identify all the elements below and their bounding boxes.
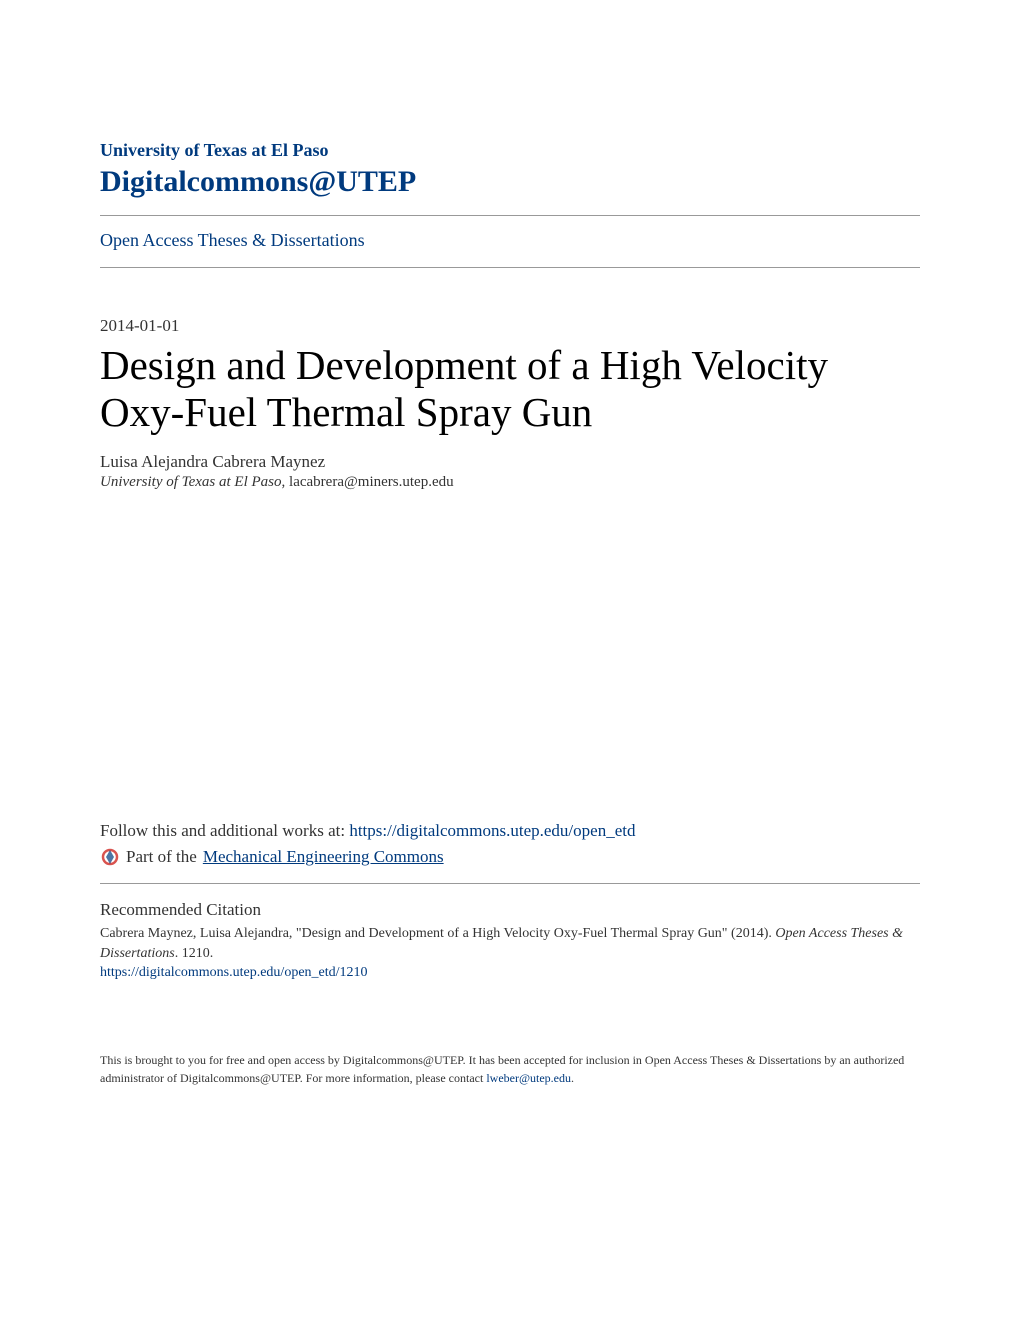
citation-part2: . 1210. (175, 946, 214, 961)
footer-part2: . (571, 1071, 574, 1085)
spacer (100, 491, 920, 821)
header-divider (100, 215, 920, 216)
citation-text: Cabrera Maynez, Luisa Alejandra, "Design… (100, 924, 920, 963)
network-icon[interactable] (100, 847, 120, 867)
affiliation-separator: , (282, 474, 290, 490)
repository-name[interactable]: Digitalcommons@UTEP (100, 165, 920, 199)
author-name: Luisa Alejandra Cabrera Maynez (100, 452, 920, 472)
citation-url-link[interactable]: https://digitalcommons.utep.edu/open_etd… (100, 965, 920, 981)
follow-divider (100, 883, 920, 884)
footer-text: This is brought to you for free and open… (100, 1051, 920, 1087)
footer-email-link[interactable]: lweber@utep.edu (486, 1071, 571, 1085)
commons-link[interactable]: Mechanical Engineering Commons (203, 847, 444, 867)
affiliation-text: University of Texas at El Paso (100, 474, 282, 490)
citation-section: Recommended Citation Cabrera Maynez, Lui… (100, 900, 920, 981)
follow-prefix: Follow this and additional works at: (100, 821, 349, 840)
network-row: Part of the Mechanical Engineering Commo… (100, 847, 920, 867)
collection-divider (100, 267, 920, 268)
university-name[interactable]: University of Texas at El Paso (100, 140, 920, 161)
citation-part1: Cabrera Maynez, Luisa Alejandra, "Design… (100, 926, 775, 941)
author-email: lacabrera@miners.utep.edu (289, 474, 454, 490)
author-affiliation: University of Texas at El Paso, lacabrer… (100, 474, 920, 491)
document-title: Design and Development of a High Velocit… (100, 342, 920, 436)
collection-link[interactable]: Open Access Theses & Dissertations (100, 230, 920, 251)
follow-url-link[interactable]: https://digitalcommons.utep.edu/open_etd (349, 821, 635, 840)
part-of-prefix: Part of the (126, 847, 197, 867)
follow-section: Follow this and additional works at: htt… (100, 821, 920, 841)
publication-date: 2014-01-01 (100, 316, 920, 336)
header-section: University of Texas at El Paso Digitalco… (100, 140, 920, 268)
citation-heading: Recommended Citation (100, 900, 920, 920)
